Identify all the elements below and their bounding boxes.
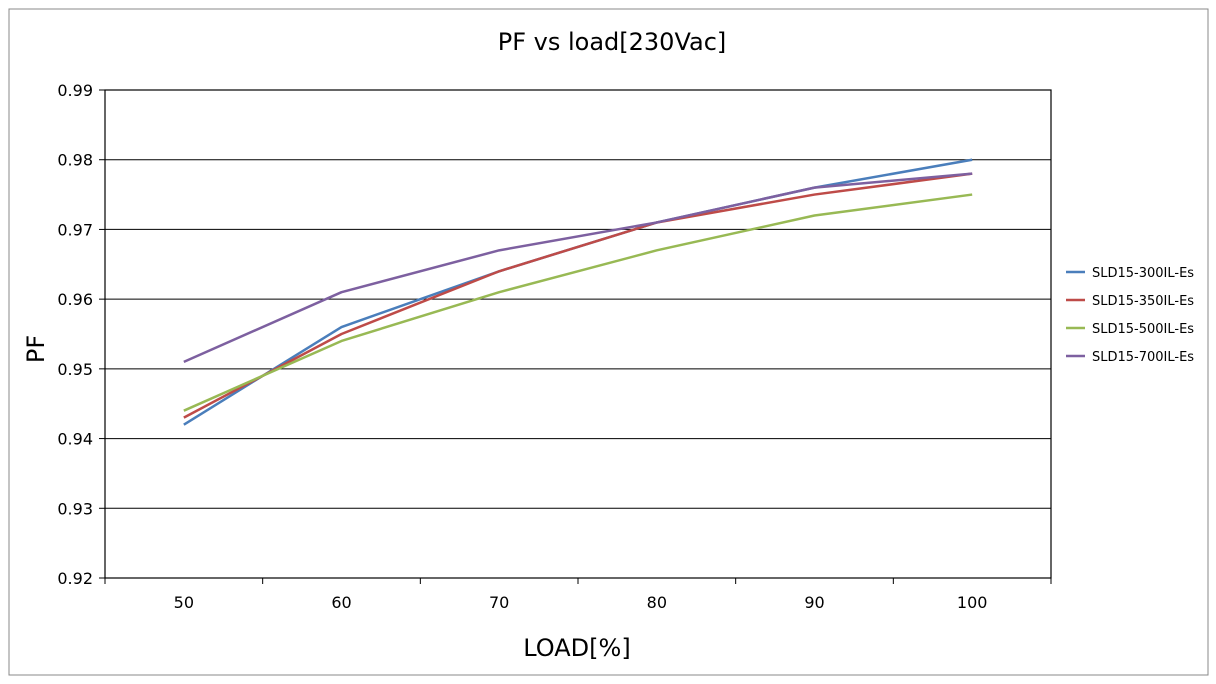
x-tick-label: 90	[804, 593, 824, 612]
y-tick-label: 0.93	[57, 499, 93, 518]
legend-label: SLD15-700IL-Es	[1092, 350, 1194, 365]
y-axis-ticks: 0.92 0.93 0.94 0.95 0.96 0.97 0.98 0.99	[57, 81, 105, 588]
y-tick-label: 0.95	[57, 360, 93, 379]
y-axis-label: PF	[22, 335, 50, 363]
x-tick-label: 60	[331, 593, 351, 612]
series-line	[183, 172, 973, 364]
y-tick-label: 0.99	[57, 81, 93, 100]
legend-label: SLD15-500IL-Es	[1092, 322, 1194, 337]
series-lines	[183, 158, 973, 426]
y-tick-label: 0.94	[57, 430, 93, 449]
legend: SLD15-300IL-Es SLD15-350IL-Es SLD15-500IL-…	[1066, 266, 1194, 365]
y-tick-label: 0.92	[57, 569, 93, 588]
x-tick-label: 100	[957, 593, 988, 612]
gridlines	[105, 89, 1051, 579]
y-tick-label: 0.97	[57, 220, 93, 239]
x-axis-ticks: 50 60 70 80 90 100	[104, 578, 1052, 612]
y-tick-label: 0.98	[57, 151, 93, 170]
legend-label: SLD15-300IL-Es	[1092, 266, 1194, 281]
x-axis-label: LOAD[%]	[523, 634, 630, 662]
x-tick-label: 80	[647, 593, 667, 612]
series-line	[183, 172, 973, 419]
legend-label: SLD15-350IL-Es	[1092, 294, 1194, 309]
chart-title: PF vs load[230Vac]	[498, 28, 727, 56]
x-tick-label: 50	[174, 593, 194, 612]
x-tick-label: 70	[489, 593, 509, 612]
y-tick-label: 0.96	[57, 290, 93, 309]
chart-border	[8, 8, 1209, 676]
series-line	[183, 193, 973, 412]
